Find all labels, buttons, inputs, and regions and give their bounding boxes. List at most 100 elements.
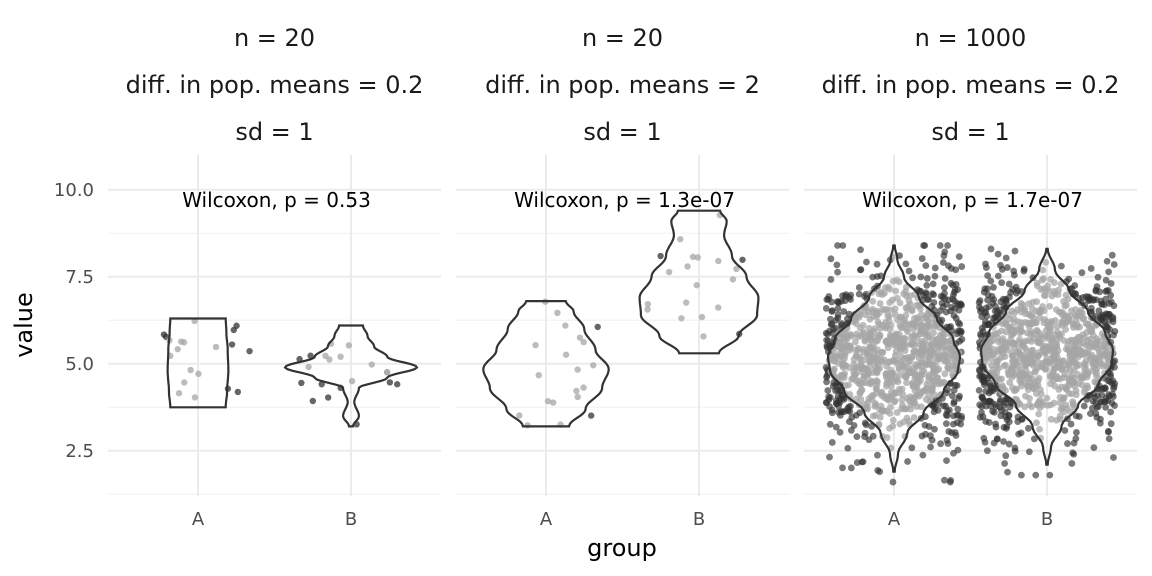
data-point [160, 331, 168, 338]
data-point [1025, 374, 1033, 382]
data-point [1076, 323, 1083, 331]
data-point [859, 345, 867, 353]
data-point [1072, 435, 1080, 443]
data-point [870, 343, 877, 350]
data-point [1091, 322, 1099, 329]
data-point [1110, 261, 1118, 268]
data-point [976, 367, 984, 375]
data-point [862, 311, 870, 319]
data-point [983, 447, 991, 455]
data-point [307, 352, 314, 359]
data-point [1072, 359, 1080, 367]
data-point [994, 250, 1002, 258]
data-point [874, 467, 882, 474]
data-point [984, 296, 992, 304]
data-point [894, 378, 902, 386]
data-point [923, 275, 931, 282]
data-point [838, 321, 845, 329]
data-point [945, 296, 953, 304]
data-point [1081, 385, 1089, 393]
group-A-points [160, 317, 253, 401]
data-point [904, 364, 912, 372]
data-point [1005, 440, 1013, 448]
data-point [949, 370, 957, 378]
data-point [181, 379, 188, 386]
data-point [889, 369, 897, 377]
data-point [1110, 385, 1117, 392]
data-point [1059, 309, 1067, 317]
data-point [876, 300, 884, 307]
data-point [875, 331, 882, 339]
data-point [944, 242, 951, 249]
data-point [952, 432, 960, 439]
data-point [822, 304, 830, 312]
data-point [834, 268, 841, 276]
data-point [955, 253, 963, 261]
data-point [934, 348, 942, 356]
data-point [1077, 307, 1085, 314]
data-point [872, 401, 880, 409]
data-point [914, 375, 922, 383]
data-point [212, 343, 220, 351]
data-point [940, 350, 948, 358]
violin-A [482, 300, 610, 428]
data-point [954, 446, 962, 454]
data-point [931, 322, 939, 330]
data-point [1064, 440, 1071, 447]
data-point [861, 429, 869, 437]
data-point [922, 262, 930, 270]
data-point [1000, 438, 1007, 445]
y-tick-label: 5.0 [65, 354, 94, 375]
data-point [986, 397, 994, 405]
data-point [953, 382, 961, 389]
data-point [1060, 336, 1068, 344]
data-point [1033, 279, 1041, 287]
data-point [1094, 392, 1101, 400]
data-point [954, 286, 962, 293]
data-point [693, 281, 700, 289]
data-point [562, 322, 569, 329]
data-point [941, 370, 949, 378]
data-point [875, 320, 883, 328]
data-point [1090, 444, 1098, 451]
data-point [574, 366, 581, 373]
data-point [1041, 292, 1049, 299]
data-point [997, 412, 1005, 420]
data-point [1058, 366, 1066, 374]
data-point [897, 342, 904, 350]
data-point [576, 334, 584, 341]
wilcoxon-annotation: Wilcoxon, p = 1.3e-07 [514, 188, 735, 212]
data-point [858, 458, 866, 466]
data-point [857, 395, 865, 403]
data-point [946, 337, 954, 345]
violin-B [979, 247, 1115, 466]
data-point [824, 295, 832, 303]
data-point [1056, 393, 1064, 401]
data-point [900, 334, 908, 342]
data-point [852, 316, 860, 323]
data-point [246, 347, 253, 355]
data-point [907, 405, 915, 413]
panel-strip-label: sd = 1 [931, 118, 1009, 146]
data-point [982, 308, 990, 316]
data-point [920, 330, 928, 338]
data-point [869, 432, 877, 440]
data-point [1110, 331, 1117, 339]
data-point [1023, 347, 1030, 355]
data-point [908, 353, 916, 360]
data-point [922, 386, 930, 394]
data-point [1010, 387, 1018, 395]
data-point [1044, 401, 1052, 409]
data-point [1062, 291, 1070, 299]
data-point [843, 330, 851, 338]
data-point [828, 307, 836, 315]
data-point [729, 276, 737, 283]
data-point [921, 242, 929, 249]
data-point [1039, 266, 1047, 274]
data-point [187, 366, 194, 374]
data-point [1001, 460, 1008, 467]
data-point [733, 265, 740, 273]
data-point [958, 301, 965, 309]
data-point [847, 291, 855, 299]
data-point [855, 290, 863, 298]
